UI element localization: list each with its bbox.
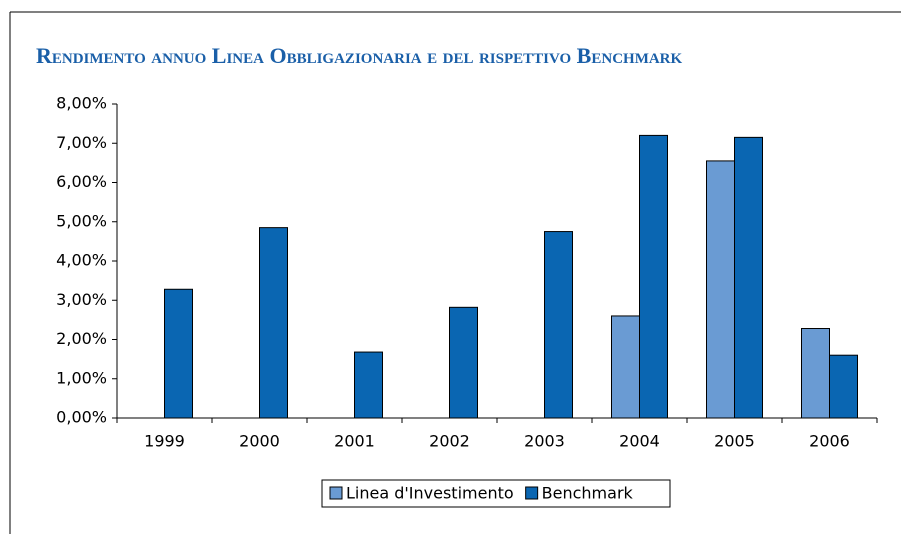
y-tick-label: 5,00% [56, 211, 107, 230]
legend-label: Benchmark [542, 484, 634, 503]
y-tick-label: 0,00% [56, 408, 107, 427]
x-tick-label: 2003 [524, 432, 565, 451]
bar [639, 134, 668, 419]
x-tick-label: 2000 [239, 432, 280, 451]
x-tick-label: 2005 [714, 432, 755, 451]
bar [354, 351, 383, 419]
y-tick-label: 3,00% [56, 290, 107, 309]
chart-title: Rendimento annuo Linea Obbligazionaria e… [36, 43, 683, 68]
y-tick-label: 2,00% [56, 329, 107, 348]
x-tick-label: 1999 [144, 432, 185, 451]
bar [734, 136, 763, 419]
bar [449, 306, 478, 419]
legend [321, 479, 671, 508]
y-tick-label: 8,00% [56, 94, 107, 113]
legend-swatch [329, 486, 343, 500]
y-tick-label: 6,00% [56, 172, 107, 191]
bar [164, 288, 193, 419]
legend-label: Linea d'Investimento [346, 484, 514, 503]
bar [829, 354, 858, 419]
bar [611, 315, 640, 419]
bar [544, 231, 573, 419]
x-tick-label: 2006 [809, 432, 850, 451]
x-tick-label: 2002 [429, 432, 470, 451]
y-tick-label: 1,00% [56, 368, 107, 387]
legend-swatch [525, 486, 539, 500]
x-tick-label: 2004 [619, 432, 660, 451]
y-tick-label: 7,00% [56, 133, 107, 152]
bar [801, 328, 830, 419]
x-tick-label: 2001 [334, 432, 375, 451]
bar [259, 227, 288, 419]
bar [706, 160, 735, 419]
y-tick-label: 4,00% [56, 251, 107, 270]
